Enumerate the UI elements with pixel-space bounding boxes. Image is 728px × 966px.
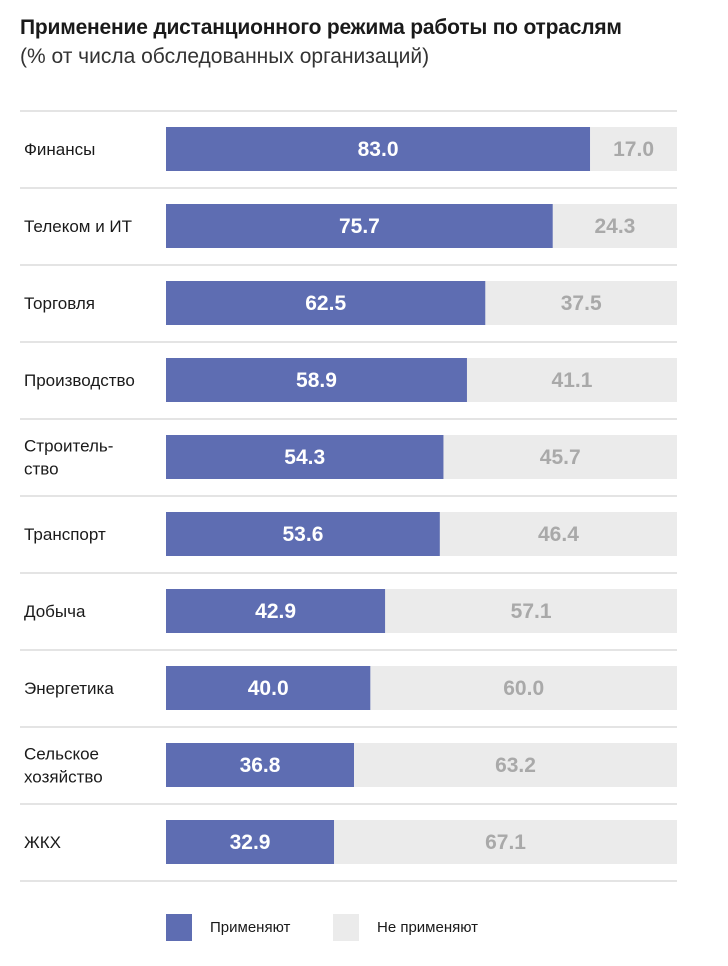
bar-applied [166, 281, 486, 325]
category-label: ство [24, 460, 59, 479]
bar-not-applied [552, 204, 677, 248]
category-label: Строитель- [24, 437, 113, 456]
value-label-applied: 53.6 [283, 523, 324, 546]
legend-swatch-applied [166, 913, 192, 941]
value-label-not-applied: 63.2 [495, 754, 536, 777]
chart-subtitle: (% от числа обследованных организаций) [20, 45, 430, 68]
value-label-not-applied: 37.5 [561, 292, 602, 315]
value-label-not-applied: 57.1 [511, 600, 552, 623]
value-label-applied: 58.9 [296, 369, 337, 392]
bar-applied [166, 512, 440, 556]
category-label: Добыча [24, 602, 86, 621]
bar-not-applied [443, 435, 677, 479]
bar-not-applied [466, 358, 677, 402]
stacked-bar-chart: Финансы 83.0 17.0 Телеком и ИТ 75.7 24.3 Торго… [20, 110, 677, 882]
value-label-not-applied: 17.0 [613, 138, 654, 161]
value-label-applied: 75.7 [339, 215, 380, 238]
value-label-not-applied: 60.0 [503, 677, 544, 700]
bar-applied [166, 589, 386, 633]
value-label-not-applied: 45.7 [540, 446, 581, 469]
bar-applied [166, 358, 467, 402]
category-label: Производство [24, 371, 135, 390]
value-label-not-applied: 41.1 [552, 369, 593, 392]
bar-not-applied [370, 666, 677, 710]
bar-applied [166, 820, 335, 864]
legend-item-applied: Применяют [166, 912, 290, 942]
value-label-applied: 40.0 [248, 677, 289, 700]
category-label: Телеком и ИТ [24, 217, 132, 236]
legend-label-not-applied: Не применяют [377, 918, 479, 936]
bar-not-applied [334, 820, 677, 864]
bar-not-applied [385, 589, 677, 633]
bar-applied [166, 204, 553, 248]
category-label: Транспорт [24, 525, 106, 544]
value-label-not-applied: 46.4 [538, 523, 579, 546]
bar-applied [166, 666, 371, 710]
legend-item-not-applied: Не применяют [333, 912, 478, 942]
legend-label-applied: Применяют [210, 918, 291, 936]
value-label-applied: 32.9 [230, 831, 271, 854]
category-label: Торговля [24, 294, 95, 313]
bar-applied [166, 743, 355, 787]
value-label-not-applied: 24.3 [594, 215, 635, 238]
bar-not-applied [354, 743, 677, 787]
category-label: Сельское [24, 745, 99, 764]
bar-not-applied [439, 512, 677, 556]
chart-title: Применение дистанционного режима работы … [20, 16, 622, 39]
category-label: Энергетика [24, 679, 114, 698]
value-label-applied: 36.8 [240, 754, 281, 777]
bar-applied [166, 127, 591, 171]
value-label-not-applied: 67.1 [485, 831, 526, 854]
category-label: ЖКХ [24, 833, 61, 852]
bar-not-applied [590, 127, 677, 171]
value-label-applied: 62.5 [305, 292, 346, 315]
category-label: хозяйство [24, 768, 103, 787]
bar-not-applied [485, 281, 677, 325]
category-label: Финансы [24, 140, 95, 159]
value-label-applied: 42.9 [255, 600, 296, 623]
legend-swatch-not-applied [333, 913, 359, 941]
bar-applied [166, 435, 444, 479]
value-label-applied: 83.0 [358, 138, 399, 161]
value-label-applied: 54.3 [284, 446, 325, 469]
